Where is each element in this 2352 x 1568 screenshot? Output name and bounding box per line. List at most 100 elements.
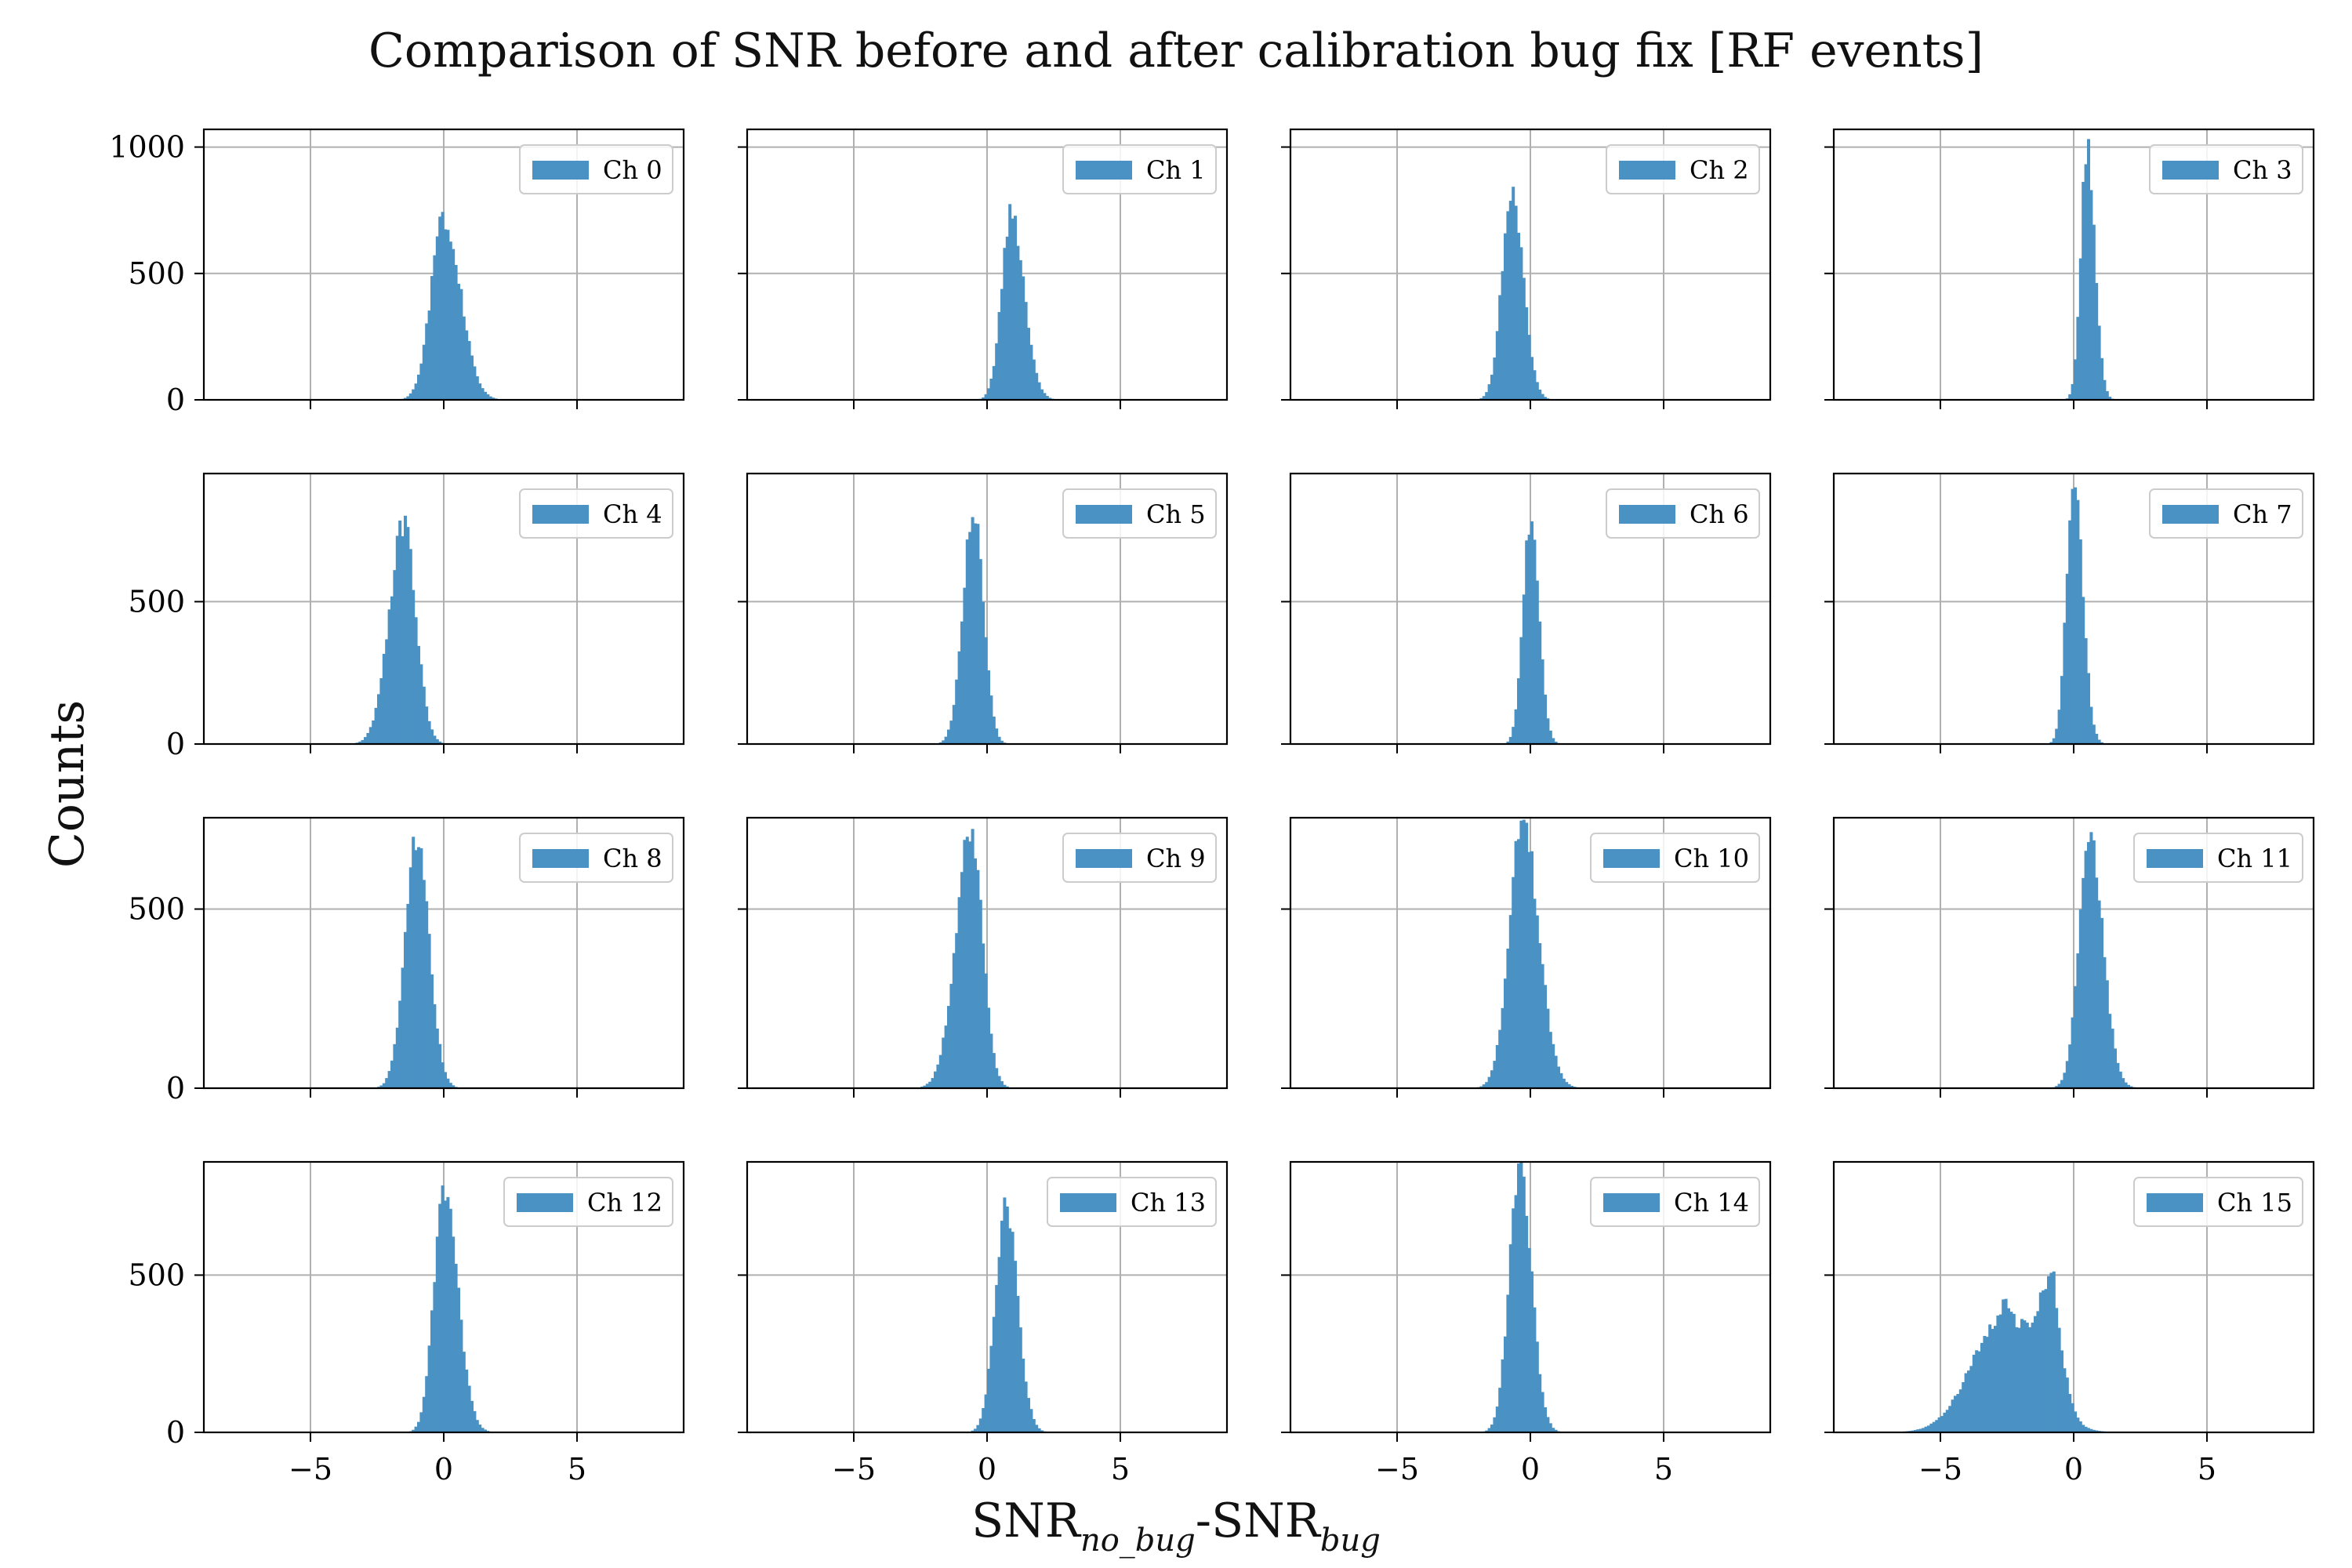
histogram-bar [1991,1329,1994,1432]
y-tick-label: 0 [166,727,185,761]
histogram-bar [462,1352,466,1432]
legend-swatch [532,849,589,868]
legend-swatch [1603,849,1660,868]
histogram-bar [406,527,410,744]
histogram-bar [2092,1429,2096,1432]
histogram-bar [2078,258,2082,400]
histogram-bar [2095,877,2099,1088]
histogram-bar [2057,1327,2061,1432]
histogram-bar [372,720,376,744]
histogram-bar [435,1236,439,1432]
legend-swatch [1619,161,1675,180]
histogram-bar [404,931,407,1088]
x-label-subscript-1: no_bug [1080,1523,1196,1559]
histogram-bar [398,520,402,744]
histogram-bar [1016,245,1020,400]
histogram-bar [1504,233,1507,400]
histogram-bar [492,397,495,400]
histogram-bar [412,389,416,400]
panel-11: Ch 11 [1824,816,2315,1098]
histogram-bar [1559,1073,1563,1088]
histogram-bar [2049,742,2053,744]
histogram-bar [457,283,460,400]
histogram-bar [1525,540,1529,744]
histogram-bar [2068,520,2072,744]
histogram-bar [444,229,447,400]
histogram-bar [997,736,1001,744]
histogram-bar [368,727,372,744]
histogram-bar [978,1418,982,1432]
histogram-bar [2065,573,2069,744]
histogram-bar [438,1044,442,1088]
histogram-bar [2122,1078,2125,1088]
histogram-bar [949,983,953,1088]
histogram-bar [441,1062,445,1088]
legend: Ch 14 [1590,1177,1760,1227]
histogram-bar [976,1425,980,1432]
histogram-bar [2017,1327,2021,1432]
histogram-bar [989,1345,993,1432]
histogram-bar [1490,374,1494,400]
histogram-bar [2105,980,2109,1088]
histogram-bar [1554,742,1558,744]
legend-box [2149,488,2303,539]
histogram-bar [2076,953,2080,1088]
histogram-bar [1485,392,1489,400]
histogram-bar [465,330,469,400]
histogram-bar [2087,139,2090,401]
histogram-bar [427,720,431,744]
histogram-bar [1951,1399,1955,1432]
histogram-bar [1000,1081,1004,1088]
legend: Ch 4 [519,488,673,539]
histogram-bar [1998,1314,2002,1432]
histogram-bar [422,1396,426,1432]
histogram-bar [419,664,423,744]
histogram-bar [1498,1388,1502,1432]
histogram-bar [1554,1055,1558,1088]
histogram-bar [448,1208,452,1432]
histogram-bar [1943,1412,1947,1432]
legend-box [1062,833,1217,883]
histogram-bar [404,397,407,400]
histogram-bar [974,858,977,1088]
histogram-bar [408,549,412,744]
histogram-bar [419,848,423,1088]
x-label-base-2: SNR [1211,1494,1320,1548]
histogram-bar [989,695,993,744]
histogram-bar [1011,1232,1014,1432]
histogram-bar [414,383,418,400]
legend-label: Ch 8 [603,844,662,873]
panel-2: Ch 2 [1281,128,1772,409]
histogram-bar [1535,915,1539,1088]
histogram-bar [1040,1430,1044,1432]
legend: Ch 11 [2133,833,2303,883]
histogram-bar [949,720,953,744]
histogram-bar [1525,822,1529,1088]
histogram-bar [475,1420,479,1432]
histogram-bar [448,241,452,400]
histogram-bar [457,1287,460,1432]
histogram-bar [971,829,975,1088]
histogram-bar [2108,1014,2112,1088]
legend-swatch [1076,161,1132,180]
histogram-bar [1514,840,1518,1088]
histogram-bar [1530,851,1534,1088]
legend-label: Ch 4 [603,499,662,529]
histogram-bar [1945,1410,1949,1432]
histogram-bar [997,311,1001,400]
histogram-bar [974,523,977,744]
histogram-bar [2129,1086,2133,1088]
histogram-bar [1530,521,1534,744]
histogram-bar [401,536,405,744]
histogram-bar [382,1083,386,1088]
histogram-bar [2078,1421,2082,1432]
legend: Ch 3 [2149,144,2303,194]
histogram-bar [406,396,410,400]
histogram-bar [1485,1082,1489,1088]
histogram-bar [446,1196,450,1432]
histogram-bar [1517,839,1520,1088]
histogram-bar [2114,1048,2117,1088]
histogram-bar [971,517,975,744]
histogram-bar [1567,1083,1571,1088]
